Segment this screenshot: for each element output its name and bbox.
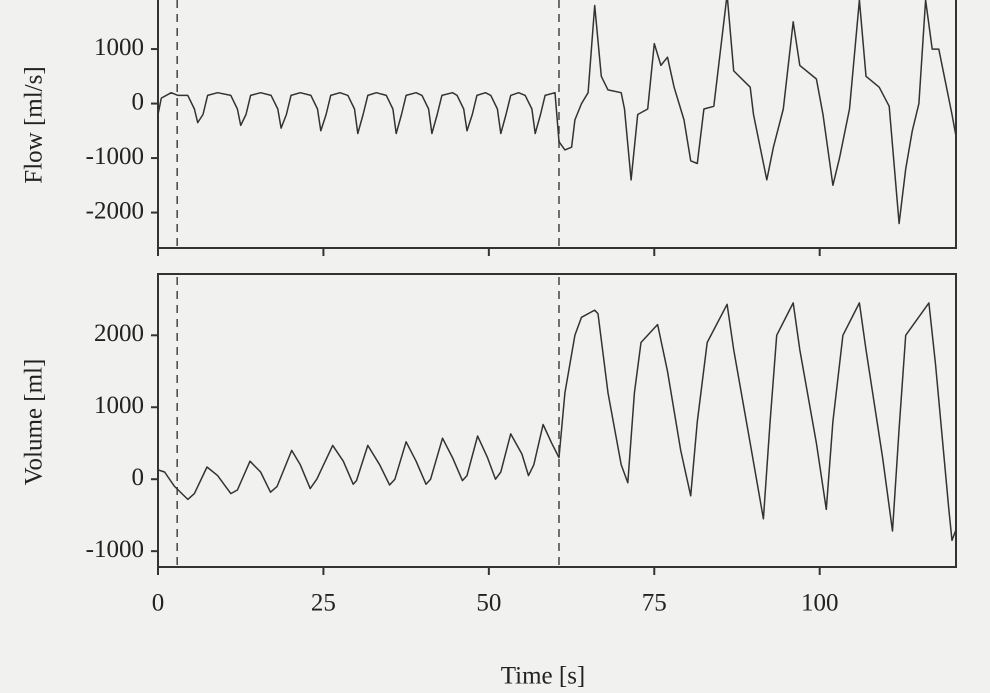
- plot-frame: [157, 0, 957, 249]
- x-tick-label: 25: [311, 590, 336, 617]
- y-tick-label: 1000: [94, 392, 144, 419]
- y-axis-label: Flow [ml/s]: [21, 66, 48, 183]
- x-tick-label: 75: [642, 590, 667, 617]
- plot-frame: [157, 273, 957, 568]
- data-line: [157, 302, 957, 542]
- y-tick-label: -2000: [86, 197, 144, 224]
- y-tick-label: 2000: [94, 320, 144, 347]
- y-tick-label: 1000: [94, 34, 144, 61]
- y-tick-label: 0: [132, 88, 145, 115]
- x-tick-label: 0: [152, 590, 165, 617]
- data-line: [157, 0, 957, 225]
- x-tick-label: 50: [476, 590, 501, 617]
- y-axis-label: Volume [ml]: [21, 359, 48, 486]
- y-tick-label: -1000: [86, 536, 144, 563]
- x-tick-label: 100: [801, 590, 839, 617]
- y-tick-label: 0: [132, 464, 145, 491]
- y-tick-label: -1000: [86, 143, 144, 170]
- x-axis-label: Time [s]: [501, 663, 586, 690]
